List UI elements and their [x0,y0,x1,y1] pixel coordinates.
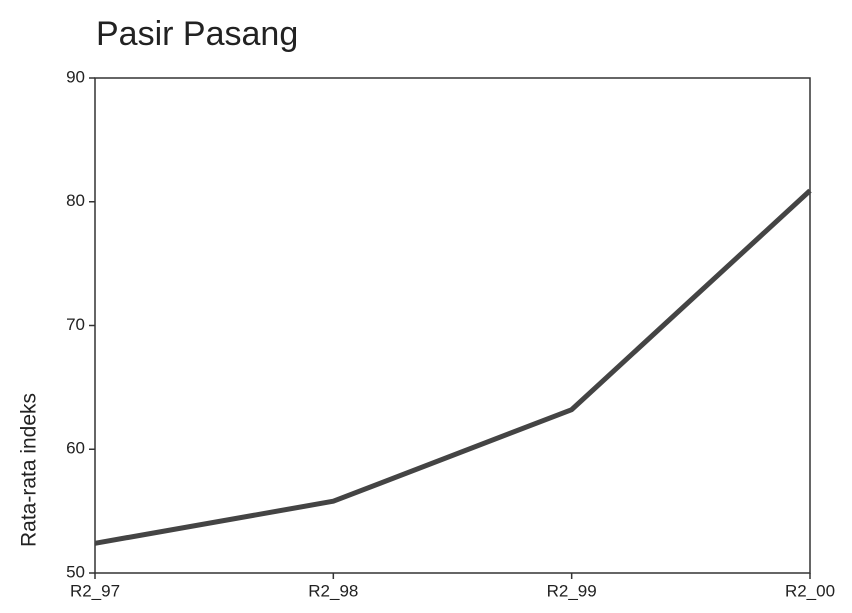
plot-frame [94,77,811,574]
y-tick-label: 80 [66,191,85,210]
y-tick-label: 60 [66,439,85,458]
chart-title: Pasir Pasang [96,15,298,53]
x-tick-label: R2_00 [785,581,835,600]
y-tick-label: 50 [66,562,85,581]
x-tick-label: R2_98 [308,581,358,600]
y-axis-label: Rata-rata indeks [18,393,41,547]
y-tick-label: 70 [66,315,85,334]
data-line [94,188,812,546]
y-tick-label: 90 [66,67,85,86]
x-tick-label: R2_97 [70,581,120,600]
x-tick-label: R2_99 [547,581,597,600]
